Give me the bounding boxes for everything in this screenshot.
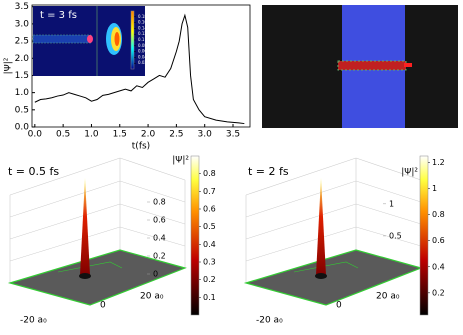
wireframe <box>119 203 186 225</box>
x-tick-label: 0.0 <box>28 130 43 140</box>
colorbar-label: |Ψ|² <box>401 168 418 178</box>
wireframe <box>9 157 121 196</box>
x-tick-label: 1.0 <box>84 130 99 140</box>
z-tick-label: 1 <box>389 199 394 208</box>
surface-base <box>79 273 91 279</box>
z-tick-label: 0 <box>153 270 158 279</box>
wireframe <box>9 180 121 218</box>
wireframe <box>355 226 422 247</box>
colorbar-tick-label: 0.16 <box>138 20 147 25</box>
axis-label: -20 a₀ <box>256 316 283 326</box>
y-tick-label: 0.0 <box>15 123 30 133</box>
colorbar <box>419 155 429 316</box>
x-tick-label: 0.5 <box>56 130 70 140</box>
z-tick-label: 0.4 <box>153 234 166 243</box>
panel-title: t = 0.5 fs <box>8 165 59 178</box>
inset-blob <box>87 35 93 43</box>
wireframe <box>245 226 357 262</box>
surface-spike <box>80 178 90 275</box>
x-tick-label: 2.5 <box>169 130 183 140</box>
colorbar <box>130 10 135 70</box>
x-tick-label: 3.0 <box>198 130 213 140</box>
colorbar-tick-label: 0.02 <box>138 60 147 65</box>
colorbar-tick-label: 0.5 <box>203 222 216 231</box>
x-tick-label: 1.5 <box>113 130 127 140</box>
colorbar-tick-label: 0.7 <box>203 187 216 196</box>
colorbar-tick-label: 0.8 <box>432 210 445 219</box>
colorbar-tick-label: 0.18 <box>138 14 147 19</box>
y-tick-label: 1.5 <box>15 71 29 81</box>
colorbar-tick-label: 1 <box>432 184 437 193</box>
wireframe <box>9 203 121 240</box>
y-tick-label: 3.5 <box>15 2 29 12</box>
colorbar <box>190 155 200 316</box>
axis-label: 20 a₀ <box>376 292 400 302</box>
axis-label: 0 <box>336 301 342 311</box>
colorbar-tick-label: 0.4 <box>432 262 445 271</box>
z-tick-label: 0.2 <box>153 252 166 261</box>
axis-label: -20 a₀ <box>20 316 47 326</box>
y-tick-label: 1.0 <box>15 88 30 98</box>
colorbar-tick-label: 1.2 <box>432 158 445 167</box>
colorbar-tick-label: 0.12 <box>138 31 147 36</box>
data-line <box>34 13 245 125</box>
colorbar-tick-label: 0.14 <box>138 25 147 30</box>
surface-spike <box>316 178 326 275</box>
wireframe <box>119 180 186 203</box>
colorbar-tick-label: 0.6 <box>432 236 445 245</box>
axis-label: 0 <box>100 301 106 311</box>
colorbar-tick-label: 0.1 <box>138 37 145 42</box>
wireframe <box>355 180 422 203</box>
colorbar-tick-label: 0.08 <box>138 43 147 48</box>
wireframe <box>245 157 357 196</box>
y-tick-label: 3.0 <box>15 19 30 29</box>
inset-blob <box>114 32 120 46</box>
inset-beam <box>32 34 92 44</box>
axis-label: 20 a₀ <box>140 292 164 302</box>
plot-frame <box>31 4 251 128</box>
z-tick-label: 0.6 <box>153 216 166 225</box>
wireframe <box>245 180 357 218</box>
x-tick-label: 3.5 <box>226 130 240 140</box>
colorbar-tick-label: 0.1 <box>203 293 216 302</box>
panel-title: t = 2 fs <box>248 165 289 178</box>
colorbar-tick-label: 0.6 <box>203 205 216 214</box>
wireframe <box>9 226 121 262</box>
wireframe <box>119 157 186 181</box>
surface-grid <box>293 261 359 273</box>
x-axis-label: t(fs) <box>132 142 150 152</box>
wireframe <box>119 226 186 247</box>
colorbar-tick-label: 0.04 <box>138 54 147 59</box>
wireframe <box>355 203 422 225</box>
surface-grid <box>57 261 123 273</box>
colorbar-tick-label: 0.8 <box>203 169 216 178</box>
inset-title: t = 3 fs <box>40 10 77 21</box>
wireframe <box>245 203 357 240</box>
field-image <box>262 5 458 128</box>
colorbar-tick-label: 0.4 <box>203 240 216 249</box>
y-tick-label: 2.0 <box>15 54 30 64</box>
surface-base <box>315 273 327 279</box>
colorbar-tick-label: 0.06 <box>138 49 147 54</box>
y-tick-label: 0.5 <box>15 105 29 115</box>
x-tick-label: 2.0 <box>141 130 156 140</box>
colorbar-tick-label: 0.2 <box>203 275 216 284</box>
y-tick-label: 2.5 <box>15 37 29 47</box>
z-tick-label: 0.5 <box>389 231 402 240</box>
z-tick-label: 0.8 <box>153 198 166 207</box>
wireframe <box>355 157 422 181</box>
colorbar-tick-label: 0.3 <box>203 258 216 267</box>
colorbar-tick-label: 0.2 <box>432 288 445 297</box>
colorbar-label: |Ψ|² <box>172 156 189 166</box>
y-axis-label: |Ψ|² <box>4 57 14 74</box>
